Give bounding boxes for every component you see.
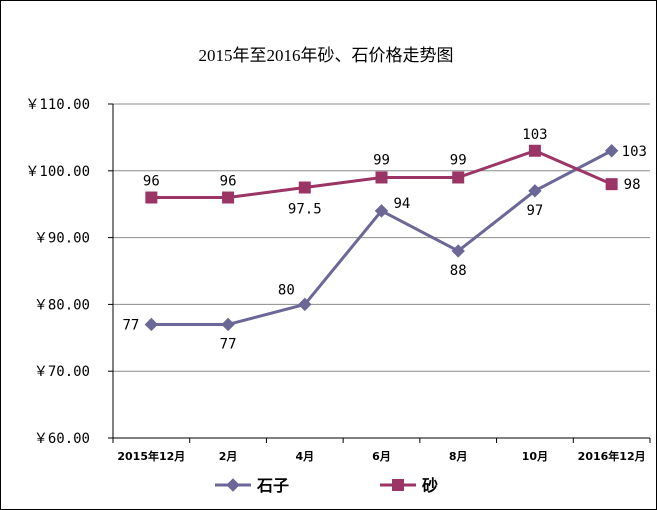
- x-tick-label: 2015年12月: [117, 449, 185, 463]
- data-point: [375, 171, 388, 184]
- gridlines: [113, 103, 650, 372]
- y-tick-label: ￥70.00: [34, 364, 90, 380]
- data-label: 94: [394, 196, 411, 212]
- data-label: 96: [220, 174, 237, 190]
- data-point: [452, 171, 465, 184]
- y-tick-label: ￥100.00: [25, 164, 90, 180]
- data-point: [298, 297, 312, 312]
- data-label: 103: [622, 144, 647, 160]
- y-tick-label: ￥90.00: [34, 231, 90, 247]
- legend-label: 石子: [256, 476, 289, 495]
- data-point: [374, 204, 389, 218]
- data-point: [528, 184, 542, 198]
- legend-marker: [226, 478, 240, 492]
- data-point: [605, 178, 618, 191]
- x-tick-label: 2月: [219, 450, 238, 463]
- legend-marker: [392, 479, 404, 491]
- data-label: 99: [450, 152, 467, 168]
- x-tick-label: 4月: [295, 450, 314, 463]
- x-tick-label: 2016年12月: [578, 449, 646, 463]
- series-group: 77 77 80 94 88 97 103 96 96 97.5 99 99 103 98: [122, 127, 646, 353]
- legend-label: 砂: [422, 476, 438, 495]
- x-axis-ticks: 2015年12月 2月 4月 6月 8月 10月 2016年12月: [112, 438, 651, 463]
- data-label: 88: [450, 263, 467, 279]
- data-label: 99: [373, 152, 390, 168]
- series-sand: 96 96 97.5 99 99 103 98: [143, 127, 641, 218]
- x-tick-label: 6月: [372, 450, 391, 463]
- data-label: 97: [526, 203, 543, 219]
- y-tick-label: ￥80.00: [34, 297, 90, 313]
- data-label: 98: [624, 177, 641, 193]
- axes: [112, 104, 650, 439]
- data-point: [144, 317, 159, 332]
- y-axis-ticks: ￥110.00 ￥100.00 ￥90.00 ￥80.00 ￥70.00 ￥60.00: [25, 97, 113, 447]
- data-label: 97.5: [288, 202, 322, 218]
- data-label: 80: [278, 282, 295, 298]
- data-point: [298, 181, 311, 194]
- data-point: [145, 191, 158, 204]
- data-point: [222, 191, 235, 204]
- y-tick-label: ￥110.00: [25, 97, 90, 113]
- chart-title: 2015年至2016年砂、石价格走势图: [199, 46, 454, 65]
- x-tick-label: 10月: [522, 450, 548, 463]
- legend: 石子 砂: [215, 476, 438, 495]
- data-point: [528, 144, 541, 157]
- series-stone: 77 77 80 94 88 97 103: [122, 144, 646, 353]
- data-label: 103: [522, 127, 547, 143]
- x-tick-label: 8月: [449, 450, 468, 463]
- data-label: 96: [143, 174, 160, 190]
- data-point: [604, 144, 619, 158]
- data-label: 77: [122, 317, 139, 333]
- data-point: [451, 244, 465, 258]
- data-point: [221, 317, 235, 332]
- y-tick-label: ￥60.00: [34, 431, 90, 447]
- data-label: 77: [220, 336, 237, 352]
